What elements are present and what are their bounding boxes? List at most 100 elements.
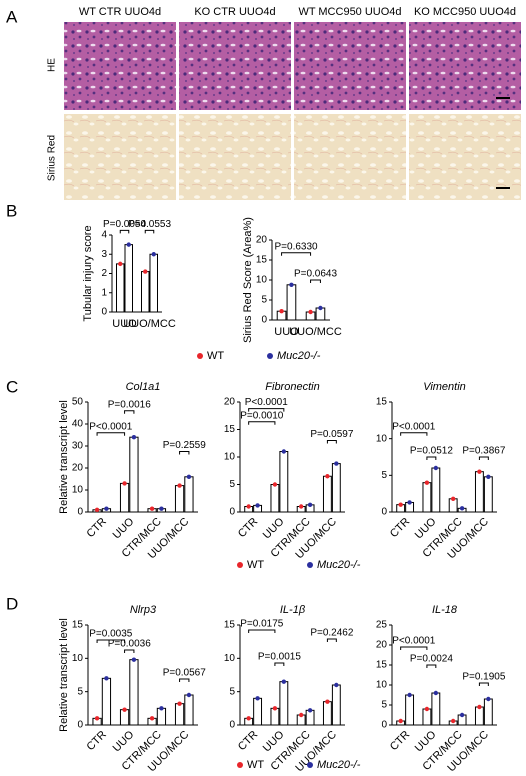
p-value: P=0.0175 xyxy=(240,619,284,630)
y-axis-label: Relative transcript level xyxy=(58,618,70,732)
bar xyxy=(149,253,158,313)
chart-title: Fibronectin xyxy=(265,381,319,393)
mean-dot xyxy=(433,690,439,696)
y-tick-label: 15 xyxy=(376,397,388,408)
mean-dot xyxy=(186,474,192,479)
mean-dot xyxy=(281,449,287,454)
y-tick-label: 10 xyxy=(224,653,236,664)
bar xyxy=(405,694,415,726)
y-tick-label: 10 xyxy=(72,653,84,664)
bar xyxy=(270,484,280,513)
y-tick-label: 3 xyxy=(101,249,107,260)
bar xyxy=(474,706,484,726)
bracket xyxy=(124,649,135,653)
mean-dot xyxy=(325,474,330,479)
sirius-image xyxy=(294,114,406,200)
mean-dot xyxy=(486,474,491,479)
x-tick-label: UUO/MCC xyxy=(289,326,342,338)
mean-dot xyxy=(186,692,192,698)
bar xyxy=(116,263,125,313)
mean-dot xyxy=(450,718,456,724)
legend-marker xyxy=(237,762,243,768)
mean-dot xyxy=(159,506,164,511)
legend-marker xyxy=(307,562,313,568)
column-title: WT CTR UUO4d xyxy=(79,6,161,18)
bar xyxy=(124,244,133,313)
chart-title: IL-1β xyxy=(280,604,306,616)
bar xyxy=(483,698,493,726)
mean-dot xyxy=(159,706,164,711)
mean-dot xyxy=(149,506,155,511)
y-tick-label: 15 xyxy=(224,424,236,435)
bar xyxy=(270,707,280,726)
mean-dot xyxy=(307,708,313,713)
bar xyxy=(101,677,112,726)
bar xyxy=(422,482,432,513)
y-tick-label: 1 xyxy=(101,287,107,298)
bracket xyxy=(248,629,276,633)
y-tick-label: 5 xyxy=(381,470,387,481)
bracket xyxy=(326,440,337,444)
p-value: P=0.0024 xyxy=(410,654,454,665)
p-value: P=0.0035 xyxy=(89,629,133,640)
y-axis-label: Relative transcript level xyxy=(58,400,70,514)
mean-dot xyxy=(398,502,403,507)
mean-dot xyxy=(318,305,323,311)
y-tick-label: 10 xyxy=(224,452,236,463)
y-tick-label: 4 xyxy=(101,230,107,241)
x-tick-label: CTR xyxy=(236,729,261,754)
mean-dot xyxy=(131,435,137,440)
column-title: KO CTR UUO4d xyxy=(194,6,275,18)
mean-dot xyxy=(459,506,465,511)
p-value: P=0.3867 xyxy=(462,446,506,457)
panel-label: D xyxy=(6,594,18,613)
mean-dot xyxy=(104,506,109,511)
bar xyxy=(431,467,441,513)
bracket xyxy=(96,432,126,436)
bar xyxy=(184,694,194,726)
x-tick-label: CTR xyxy=(84,516,109,541)
y-tick-label: 0 xyxy=(381,507,387,518)
p-value: P=0.0643 xyxy=(294,269,338,280)
he-image xyxy=(409,22,521,110)
mean-dot xyxy=(281,679,287,684)
p-value: P=0.0016 xyxy=(108,399,152,410)
row-label: Sirius Red xyxy=(47,135,58,181)
mean-dot xyxy=(246,716,251,721)
mean-dot xyxy=(272,482,278,487)
mean-dot xyxy=(407,500,412,505)
y-tick-label: 10 xyxy=(72,485,84,496)
mean-dot xyxy=(325,699,330,704)
y-tick-label: 0 xyxy=(229,507,235,518)
row-label: HE xyxy=(47,58,58,72)
mean-dot xyxy=(94,716,100,721)
y-tick-label: 15 xyxy=(72,620,84,631)
chart-title: IL-18 xyxy=(432,604,458,616)
y-axis-label: Tubular injury score xyxy=(82,225,94,321)
y-tick-label: 20 xyxy=(256,235,268,246)
y-tick-label: 50 xyxy=(72,397,84,408)
mean-dot xyxy=(298,712,304,718)
y-tick-label: 5 xyxy=(229,686,235,697)
y-tick-label: 10 xyxy=(376,433,388,444)
panel-label: A xyxy=(6,7,18,26)
mean-dot xyxy=(94,507,100,512)
mean-dot xyxy=(407,692,412,698)
y-tick-label: 30 xyxy=(72,441,84,452)
y-tick-label: 20 xyxy=(224,397,236,408)
x-tick-label: UUO xyxy=(112,318,137,330)
p-value: P=0.0036 xyxy=(108,639,152,650)
y-axis-label: Sirius Red Score (Area%) xyxy=(242,217,254,343)
bar xyxy=(331,463,341,513)
mean-dot xyxy=(272,706,278,711)
y-tick-label: 0 xyxy=(77,720,83,731)
mean-dot xyxy=(143,269,148,274)
mean-dot xyxy=(118,261,123,267)
mean-dot xyxy=(122,481,127,486)
bar xyxy=(305,709,315,726)
mean-dot xyxy=(459,712,465,718)
mean-dot xyxy=(433,465,439,471)
bar xyxy=(184,476,194,513)
mean-dot xyxy=(131,657,137,662)
bracket xyxy=(119,229,130,234)
